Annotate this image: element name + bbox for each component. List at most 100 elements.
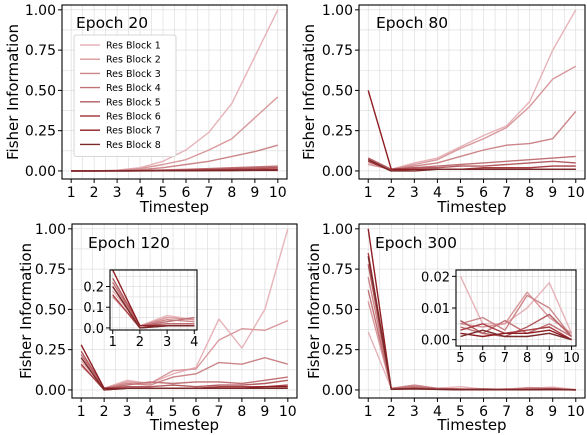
x-tick-label: 5 — [169, 404, 178, 420]
x-tick-label: 7 — [214, 404, 223, 420]
x-tick-label: 1 — [364, 404, 373, 420]
panel-epoch-120: 1 2 3 4 5 6 7 8 9 100.000.250.500.751.00 Epoch 12… — [17, 222, 298, 434]
x-tick-label: 6 — [479, 185, 488, 201]
series-line-2 — [368, 65, 577, 171]
legend-label: Res Block 1 — [106, 41, 161, 52]
x-tick-label: 3 — [410, 185, 419, 201]
x-tick-label: 2 — [387, 404, 396, 420]
series-line-8 — [112, 286, 195, 329]
legend-label: Res Block 7 — [106, 126, 161, 137]
inset-plot: 5 6 7 8 9 10 0.00 0.01 0.02 — [421, 269, 580, 366]
x-tick-label: 4 — [433, 185, 442, 201]
y-tick-label: 0.75 — [35, 262, 66, 278]
legend-label: Res Block 3 — [106, 69, 161, 80]
series-line-3 — [80, 357, 289, 390]
x-tick-label: 6 — [182, 185, 191, 201]
y-tick-label: 0.01 — [421, 302, 450, 317]
panel-epoch-20: 1 2 3 4 5 6 7 8 9 10 0.00 0.25 0.50 0.75 1.00 Epoch 20… — [4, 3, 288, 216]
series-line-8 — [80, 357, 288, 391]
legend-label: Res Block 4 — [106, 83, 161, 94]
series-line-5 — [367, 157, 576, 171]
inset-plot: 1 2 3 4 0.0 0.1 0.2 — [83, 269, 198, 350]
x-tick-label: 2 — [387, 185, 396, 201]
y-axis-label: Fisher Information — [305, 243, 323, 379]
x-tick-label: 8 — [523, 351, 531, 366]
series-line-2 — [80, 320, 289, 390]
x-axis-label: Timestep — [436, 198, 506, 216]
x-tick-label: 10 — [563, 351, 580, 366]
series-line-4 — [112, 282, 195, 327]
plot-frame — [358, 223, 586, 399]
series-line-8 — [367, 159, 576, 172]
y-tick-label: 0.00 — [25, 164, 56, 180]
legend: Res Block 1 Res Block 2 Res Block 3 Res Blo… — [73, 34, 177, 157]
x-tick-label: 7 — [204, 185, 213, 201]
x-axis-label: Timestep — [436, 416, 506, 434]
y-tick-label: 0.75 — [25, 43, 56, 59]
x-tick-label: 5 — [456, 185, 465, 201]
series-line-8 — [460, 329, 572, 341]
x-tick-label: 10 — [269, 185, 287, 201]
series-line-7 — [460, 329, 572, 341]
x-tick-label: 9 — [250, 185, 259, 201]
x-tick-label: 1 — [109, 335, 117, 350]
x-tick-label: 2 — [90, 185, 99, 201]
legend-label: Res Block 5 — [106, 97, 161, 108]
x-tick-label: 6 — [479, 404, 488, 420]
x-tick-label: 1 — [77, 404, 86, 420]
x-tick-label: 10 — [567, 185, 585, 201]
y-tick-label: 0.50 — [25, 83, 56, 99]
y-tick-label: 0.25 — [322, 124, 353, 140]
panel-title: Epoch 20 — [76, 14, 148, 32]
series-line-1 — [80, 228, 289, 390]
series-line-1 — [459, 276, 573, 334]
panel-title: Epoch 120 — [88, 234, 170, 252]
y-tick-label: 0.0 — [83, 322, 104, 337]
x-tick-label: 4 — [146, 404, 155, 420]
x-tick-label: 2 — [136, 335, 144, 350]
series-line-5 — [112, 277, 195, 327]
y-tick-label: 0.50 — [35, 302, 66, 318]
y-tick-label: 0.2 — [83, 281, 104, 296]
series-line-8 — [367, 256, 576, 391]
x-tick-label: 9 — [545, 351, 553, 366]
y-axis-label: Fisher Information — [300, 24, 318, 160]
legend-label: Res Block 6 — [106, 112, 161, 123]
y-tick-label: 0.00 — [322, 164, 353, 180]
series-line-4 — [80, 354, 288, 390]
y-tick-label: 1.00 — [322, 3, 353, 19]
series-line-2 — [460, 291, 572, 334]
x-tick-label: 3 — [163, 335, 171, 350]
panel-title: Epoch 300 — [375, 234, 457, 252]
x-tick-label: 5 — [159, 185, 168, 201]
y-tick-label: 0.1 — [83, 301, 104, 316]
series-line-3 — [460, 294, 573, 337]
x-tick-label: 5 — [456, 404, 465, 420]
x-tick-label: 1 — [67, 185, 76, 201]
x-tick-label: 6 — [479, 351, 487, 366]
y-tick-label: 0.50 — [322, 83, 353, 99]
series-line-6 — [367, 160, 576, 172]
series-line-6 — [460, 323, 572, 341]
y-tick-label: 0.00 — [322, 383, 353, 399]
y-tick-label: 0.75 — [322, 262, 353, 278]
y-axis-label: Fisher Information — [17, 243, 35, 379]
x-tick-label: 8 — [227, 185, 236, 201]
x-tick-label: 3 — [113, 185, 122, 201]
y-tick-label: 0.75 — [322, 43, 353, 59]
x-tick-label: 4 — [136, 185, 145, 201]
y-tick-label: 0.25 — [35, 343, 66, 359]
legend-label: Res Block 8 — [106, 140, 161, 151]
y-tick-label: 1.00 — [25, 3, 56, 19]
y-tick-label: 0.25 — [322, 343, 353, 359]
x-axis-label: Timestep — [139, 198, 209, 216]
inset-frame — [109, 269, 198, 331]
y-tick-label: 0.50 — [322, 302, 353, 318]
series-line-1 — [368, 9, 577, 171]
series-line-4 — [460, 319, 572, 338]
y-tick-label: 1.00 — [35, 222, 66, 238]
x-tick-label: 8 — [237, 404, 246, 420]
x-tick-label: 2 — [100, 404, 109, 420]
y-tick-label: 0.25 — [25, 124, 56, 140]
